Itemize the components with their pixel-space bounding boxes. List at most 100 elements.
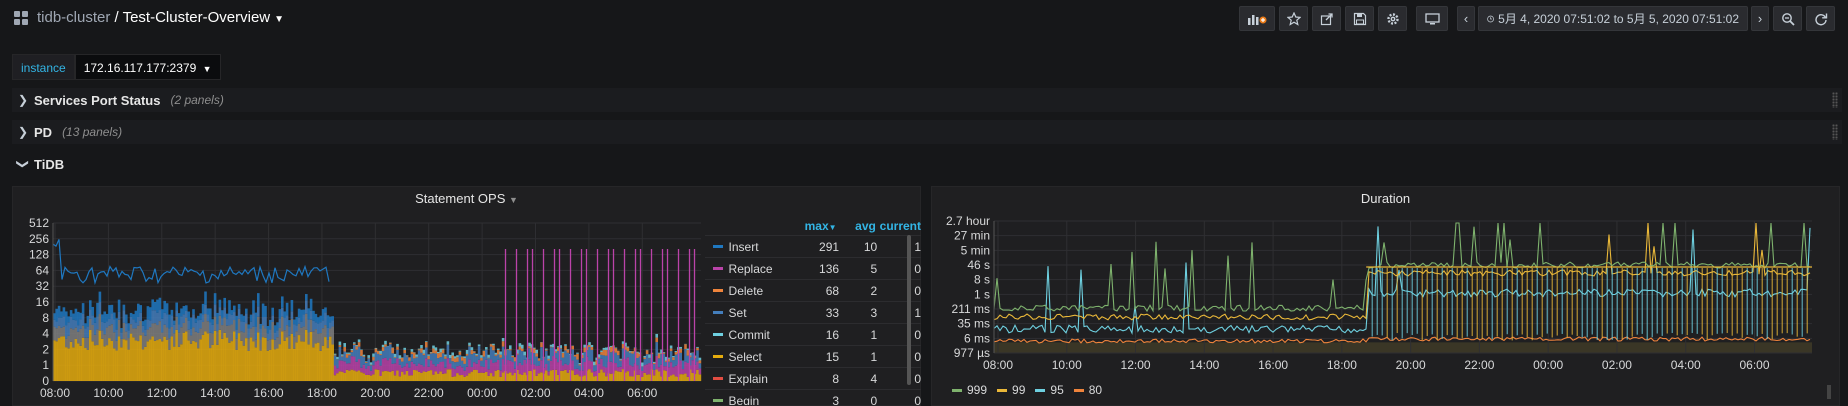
series-area-segment [516, 349, 519, 354]
time-forward-button[interactable]: › [1751, 6, 1769, 31]
time-back-button[interactable]: ‹ [1457, 6, 1475, 31]
legend-header-current[interactable]: current [879, 219, 921, 233]
series-area-segment [389, 344, 392, 359]
view-mode-button[interactable] [1416, 6, 1448, 31]
settings-button[interactable] [1378, 6, 1407, 31]
series-area-segment [264, 337, 267, 381]
series-color-swatch[interactable] [952, 388, 962, 392]
series-color-swatch[interactable] [713, 267, 723, 270]
series-area-segment [513, 357, 517, 362]
time-range-picker[interactable]: 5月 4, 2020 07:51:02 to 5月 5, 2020 07:51:… [1478, 6, 1748, 31]
series-area-segment [269, 339, 272, 350]
series-color-swatch[interactable] [713, 289, 723, 292]
folder-link[interactable]: tidb-cluster [37, 9, 111, 26]
series-area-segment [221, 325, 224, 339]
series-area-segment [230, 341, 234, 381]
chevron-down-icon: ▼ [509, 195, 518, 205]
series-area-segment [223, 307, 226, 318]
series-area-segment [81, 325, 85, 338]
series-area-segment [593, 365, 596, 372]
panel-title[interactable]: Statement OPS ▼ [13, 191, 920, 206]
legend-item-99[interactable]: 99 [997, 383, 1025, 397]
panel-title[interactable]: Duration [932, 191, 1839, 206]
star-button[interactable] [1279, 6, 1308, 31]
legend-item-999[interactable]: 999 [952, 383, 987, 397]
series-area-segment [149, 320, 152, 328]
series-area-segment [547, 358, 550, 361]
series-color-swatch[interactable] [713, 399, 723, 402]
series-color-swatch[interactable] [713, 333, 723, 336]
series-area-segment [662, 366, 666, 371]
series-area-segment [240, 340, 243, 381]
series-color-swatch[interactable] [997, 388, 1008, 392]
series-area-segment [576, 368, 579, 375]
series-area-segment [686, 355, 690, 363]
star-icon [1286, 11, 1301, 26]
series-area-segment [122, 310, 126, 323]
gear-icon [1386, 12, 1399, 25]
series-area-segment [698, 368, 702, 375]
legend-row-replace[interactable]: Replace 136 5 0 [705, 257, 921, 279]
legend-row-delete[interactable]: Delete 68 2 0 [705, 279, 921, 301]
drag-handle-icon[interactable] [1832, 124, 1838, 140]
series-area-segment [573, 354, 577, 357]
series-area-segment [655, 369, 658, 381]
series-area-segment [333, 355, 337, 366]
resize-handle-icon[interactable] [1827, 385, 1831, 399]
legend-row-select[interactable]: Select 15 1 0 [705, 345, 921, 367]
series-area-segment [417, 349, 421, 351]
series-area-segment [549, 346, 553, 348]
add-panel-button[interactable] [1239, 6, 1275, 31]
series-area-segment [669, 345, 673, 349]
series-area-segment [648, 358, 651, 364]
row-tidb[interactable]: ❯ TiDB [12, 152, 1842, 176]
refresh-button[interactable] [1806, 6, 1835, 31]
legend-row-begin[interactable]: Begin 3 0 0 [705, 389, 921, 405]
series-color-swatch[interactable] [713, 377, 723, 380]
series-color-swatch[interactable] [1073, 388, 1084, 392]
series-area-segment [317, 323, 320, 334]
legend-header-max[interactable]: max▼ [804, 219, 837, 233]
zoom-out-button[interactable] [1773, 6, 1802, 31]
series-area-segment [396, 346, 399, 350]
series-area-segment [554, 352, 558, 359]
series-color-swatch[interactable] [713, 245, 723, 248]
row-pd[interactable]: ❯ PD (13 panels) [12, 120, 1842, 144]
legend-scrollbar[interactable] [907, 235, 911, 385]
series-color-swatch[interactable] [713, 311, 723, 314]
legend-row-commit[interactable]: Commit 16 1 0 [705, 323, 921, 345]
dashboard-grid-icon[interactable] [14, 11, 28, 25]
series-area-segment [681, 369, 685, 375]
share-button[interactable] [1312, 6, 1341, 31]
drag-handle-icon[interactable] [1832, 92, 1838, 108]
series-area-segment [501, 346, 505, 360]
instance-variable-select[interactable]: 172.16.117.177:2379 ▼ [74, 54, 221, 80]
legend-item-95[interactable]: 95 [1035, 383, 1064, 397]
series-area-segment [684, 344, 687, 350]
duration-legend: 999 99 95 80 [952, 383, 1112, 397]
series-area-segment [681, 374, 685, 381]
series-current: 1 [914, 305, 921, 320]
legend-row-explain[interactable]: Explain 8 4 0 [705, 367, 921, 389]
series-area-segment [295, 316, 298, 326]
series-area-segment [336, 373, 339, 381]
series-area-segment [79, 319, 82, 329]
legend-row-set[interactable]: Set 33 3 1 [705, 301, 921, 323]
series-area-segment [122, 322, 126, 340]
series-color-swatch[interactable] [713, 355, 723, 358]
dashboard-title[interactable]: Test-Cluster-Overview [122, 9, 271, 26]
series-area-segment [583, 347, 586, 353]
series-color-swatch[interactable] [1035, 388, 1046, 392]
series-area-segment [405, 356, 409, 364]
legend-header-avg[interactable]: avg [855, 219, 876, 233]
chevron-down-icon[interactable]: ▼ [274, 14, 285, 25]
legend-item-80[interactable]: 80 [1073, 383, 1102, 397]
save-button[interactable] [1345, 6, 1374, 31]
legend-row-insert[interactable]: Insert 291 10 1 [705, 235, 921, 257]
series-area-segment [437, 358, 440, 364]
row-services-port-status[interactable]: ❯ Services Port Status (2 panels) [12, 88, 1842, 112]
series-area-segment [672, 367, 675, 375]
series-area-segment [367, 355, 370, 358]
